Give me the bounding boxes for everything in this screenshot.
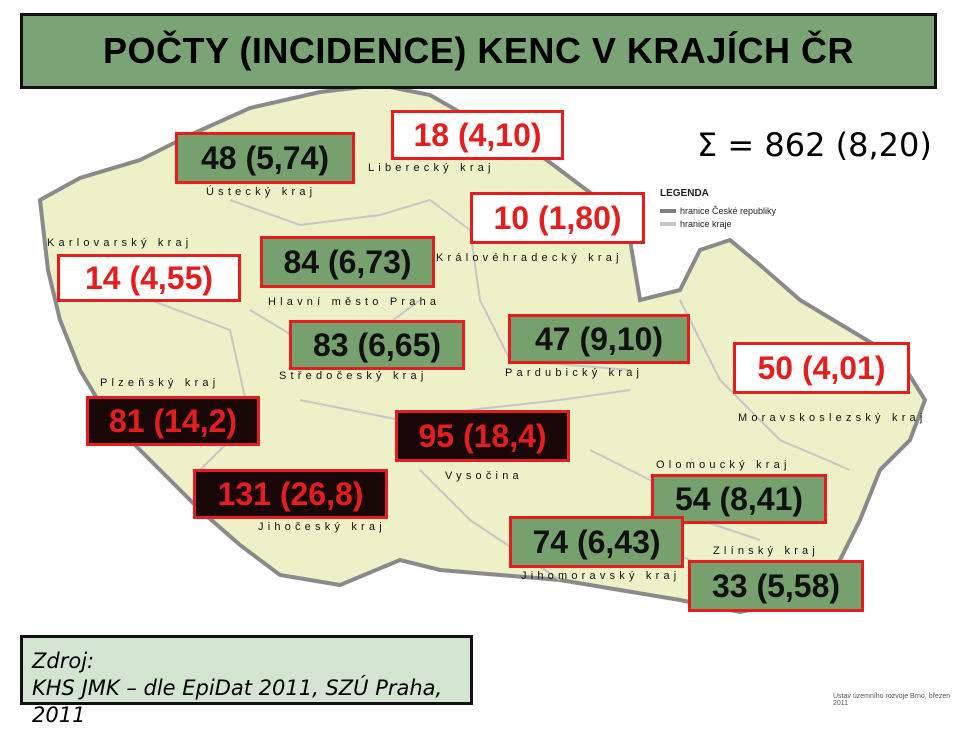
region-label-moravskoslezsky: Moravskoslezský kraj (738, 412, 927, 424)
region-label-liberecky: Liberecký kraj (368, 162, 495, 174)
region-label-jihocesky: Jihočeský kraj (258, 521, 386, 533)
page-title: POČTY (INCIDENCE) KENC V KRAJÍCH ČR (103, 30, 854, 71)
region-label-ustecky: Ústecký kraj (206, 186, 317, 198)
map-credit: Ústav územního rozvoje Brno, březen 2011 (833, 693, 951, 707)
region-label-jihomoravsky: Jihomoravský kraj (521, 570, 681, 582)
legend-item: hranice České republiky (660, 204, 776, 217)
region-label-kralovehradecky: Královéhradecký kraj (436, 252, 623, 264)
source-text: KHS JMK – dle EpiDat 2011, SZÚ Praha, 20… (32, 676, 443, 727)
value-box-jihomoravsky: 74 (6,43) (509, 516, 684, 568)
value-box-ustecky: 48 (5,74) (175, 132, 355, 184)
region-label-stredocesky: Středočeský kraj (279, 370, 428, 382)
legend-item-label: hranice kraje (680, 218, 732, 229)
value-box-karlovarsky: 14 (4,55) (57, 254, 241, 302)
total-label: Σ = 862 (8,20) (697, 126, 932, 164)
region-label-plzensky: Plzeňský kraj (100, 377, 220, 389)
value-box-zlinsky: 33 (5,58) (688, 560, 864, 612)
region-label-praha: Hlavní město Praha (268, 296, 441, 308)
region-label-zlinsky: Zlínský kraj (713, 545, 820, 557)
value-box-praha: 84 (6,73) (260, 236, 435, 288)
legend-item: hranice kraje (660, 217, 776, 230)
region-label-pardubicky: Pardubický kraj (505, 367, 644, 379)
source-box: Zdroj: KHS JMK – dle EpiDat 2011, SZÚ Pr… (20, 635, 473, 727)
value-box-stredocesky: 83 (6,65) (289, 320, 465, 370)
region-label-karlovarsky: Karlovarský kraj (47, 237, 193, 249)
region-label-olomoucky: Olomoucký kraj (656, 459, 791, 471)
source-heading: Zdroj: (32, 649, 95, 673)
value-box-moravskoslezsky: 50 (4,01) (733, 342, 910, 394)
value-box-kralovehradecky: 10 (1,80) (470, 192, 645, 244)
value-box-vysocina: 95 (18,4) (395, 410, 570, 462)
value-box-pardubicky: 47 (9,10) (508, 314, 690, 364)
legend-heading: LEGENDA (660, 188, 709, 199)
value-box-jihocesky: 131 (26,8) (193, 469, 388, 519)
value-box-plzensky: 81 (14,2) (86, 396, 260, 446)
title-bar: POČTY (INCIDENCE) KENC V KRAJÍCH ČR (20, 13, 937, 89)
legend-item-label: hranice České republiky (680, 205, 777, 216)
country-border-swatch (660, 208, 676, 213)
legend: LEGENDA hranice České republiky hranice … (660, 188, 776, 230)
value-box-olomoucky: 54 (8,41) (651, 474, 827, 524)
region-label-vysocina: Vysočina (445, 470, 523, 482)
region-border-swatch (660, 221, 676, 226)
value-box-liberecky: 18 (4,10) (391, 110, 564, 160)
